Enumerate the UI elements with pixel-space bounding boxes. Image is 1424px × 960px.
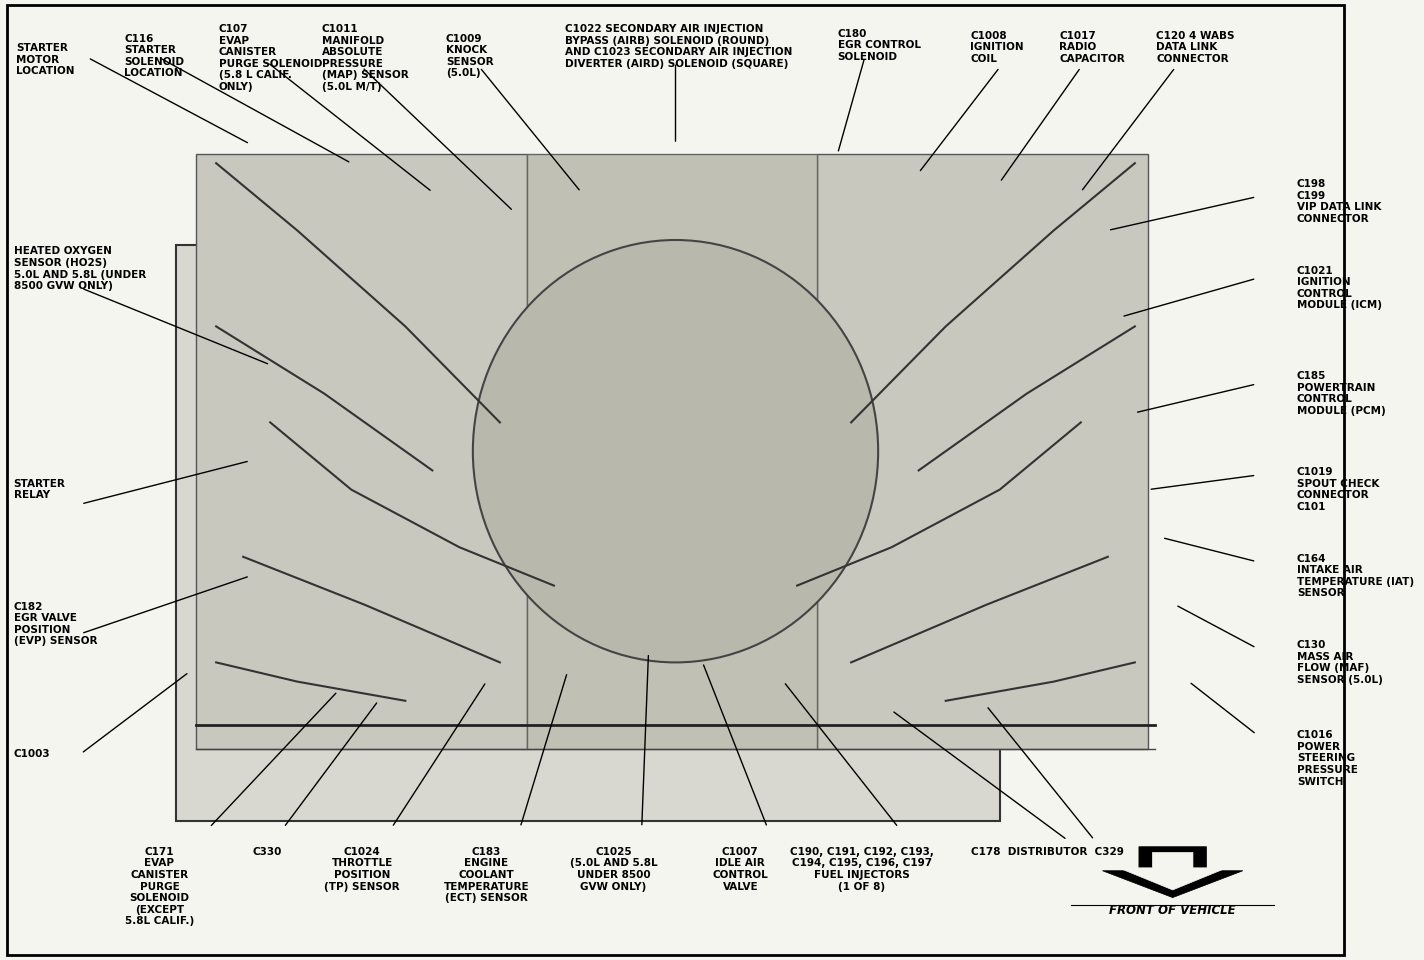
Text: C198
C199
VIP DATA LINK
CONNECTOR: C198 C199 VIP DATA LINK CONNECTOR [1297, 180, 1381, 224]
Polygon shape [1119, 852, 1226, 890]
Text: C1025
(5.0L AND 5.8L
UNDER 8500
GVW ONLY): C1025 (5.0L AND 5.8L UNDER 8500 GVW ONLY… [570, 847, 656, 892]
Text: C178  DISTRIBUTOR  C329: C178 DISTRIBUTOR C329 [971, 847, 1124, 856]
FancyBboxPatch shape [7, 5, 1344, 955]
Text: C1016
POWER
STEERING
PRESSURE
SWITCH: C1016 POWER STEERING PRESSURE SWITCH [1297, 731, 1358, 786]
Text: C1017
RADIO
CAPACITOR: C1017 RADIO CAPACITOR [1059, 31, 1125, 64]
Text: C164
INTAKE AIR
TEMPERATURE (IAT)
SENSOR: C164 INTAKE AIR TEMPERATURE (IAT) SENSOR [1297, 554, 1414, 598]
Text: STARTER
RELAY: STARTER RELAY [13, 479, 66, 500]
Text: C130
MASS AIR
FLOW (MAF)
SENSOR (5.0L): C130 MASS AIR FLOW (MAF) SENSOR (5.0L) [1297, 640, 1383, 684]
Text: C1009
KNOCK
SENSOR
(5.0L): C1009 KNOCK SENSOR (5.0L) [446, 34, 494, 79]
Text: C1024
THROTTLE
POSITION
(TP) SENSOR: C1024 THROTTLE POSITION (TP) SENSOR [325, 847, 400, 892]
Text: C116
STARTER
SOLENOID
LOCATION: C116 STARTER SOLENOID LOCATION [124, 34, 184, 79]
Text: C120 4 WABS
DATA LINK
CONNECTOR: C120 4 WABS DATA LINK CONNECTOR [1156, 31, 1235, 64]
Text: C330: C330 [253, 847, 282, 856]
Text: C171
EVAP
CANISTER
PURGE
SOLENOID
(EXCEPT
5.8L CALIF.): C171 EVAP CANISTER PURGE SOLENOID (EXCEP… [125, 847, 194, 926]
Text: HEATED OXYGEN
SENSOR (HO2S)
5.0L AND 5.8L (UNDER
8500 GVW ONLY): HEATED OXYGEN SENSOR (HO2S) 5.0L AND 5.8… [13, 247, 145, 291]
Text: C1019
SPOUT CHECK
CONNECTOR
C101: C1019 SPOUT CHECK CONNECTOR C101 [1297, 468, 1380, 512]
Ellipse shape [473, 240, 879, 662]
Text: C107
EVAP
CANISTER
PURGE SOLENOID
(5.8 L CALIF.
ONLY): C107 EVAP CANISTER PURGE SOLENOID (5.8 L… [219, 24, 322, 92]
Text: C1011
MANIFOLD
ABSOLUTE
PRESSURE
(MAP) SENSOR
(5.0L M/T): C1011 MANIFOLD ABSOLUTE PRESSURE (MAP) S… [322, 24, 409, 92]
Text: C1003: C1003 [13, 749, 50, 758]
Text: C190, C191, C192, C193,
C194, C195, C196, C197
FUEL INJECTORS
(1 OF 8): C190, C191, C192, C193, C194, C195, C196… [790, 847, 934, 892]
Text: STARTER
MOTOR
LOCATION: STARTER MOTOR LOCATION [16, 43, 74, 77]
FancyBboxPatch shape [817, 154, 1148, 749]
FancyBboxPatch shape [175, 245, 1000, 821]
FancyBboxPatch shape [197, 154, 527, 749]
Text: C183
ENGINE
COOLANT
TEMPERATURE
(ECT) SENSOR: C183 ENGINE COOLANT TEMPERATURE (ECT) SE… [443, 847, 530, 903]
Polygon shape [1102, 847, 1243, 898]
Text: FRONT OF VEHICLE: FRONT OF VEHICLE [1109, 904, 1236, 918]
Text: C185
POWERTRAIN
CONTROL
MODULE (PCM): C185 POWERTRAIN CONTROL MODULE (PCM) [1297, 372, 1386, 416]
Text: C182
EGR VALVE
POSITION
(EVP) SENSOR: C182 EGR VALVE POSITION (EVP) SENSOR [13, 602, 97, 646]
Text: C1022 SECONDARY AIR INJECTION
BYPASS (AIRB) SOLENOID (ROUND)
AND C1023 SECONDARY: C1022 SECONDARY AIR INJECTION BYPASS (AI… [565, 24, 792, 69]
Text: C180
EGR CONTROL
SOLENOID: C180 EGR CONTROL SOLENOID [837, 29, 921, 62]
Text: C1008
IGNITION
COIL: C1008 IGNITION COIL [970, 31, 1024, 64]
Text: C1021
IGNITION
CONTROL
MODULE (ICM): C1021 IGNITION CONTROL MODULE (ICM) [1297, 266, 1381, 310]
Text: C1007
IDLE AIR
CONTROL
VALVE: C1007 IDLE AIR CONTROL VALVE [712, 847, 768, 892]
FancyBboxPatch shape [527, 154, 817, 749]
